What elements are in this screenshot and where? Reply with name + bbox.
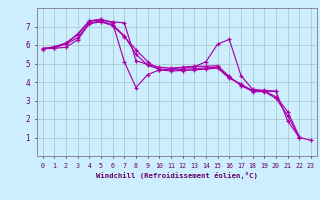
X-axis label: Windchill (Refroidissement éolien,°C): Windchill (Refroidissement éolien,°C) <box>96 172 258 179</box>
